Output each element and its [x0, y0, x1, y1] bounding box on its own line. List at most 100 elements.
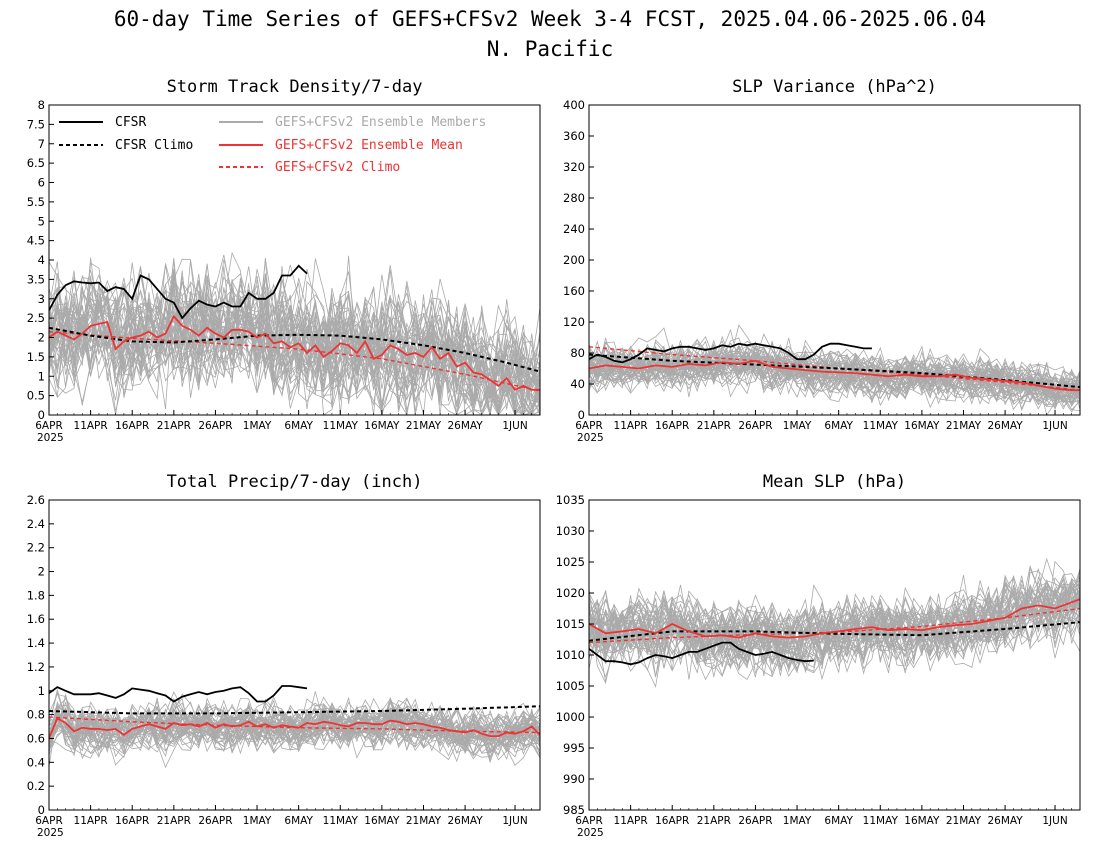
x-tick-label: 6APR: [575, 420, 603, 432]
ensemble-mean-line: [589, 359, 1080, 392]
y-tick-label: 200: [563, 253, 585, 267]
y-tick-label: 995: [563, 741, 585, 755]
x-tick-label: 11APR: [614, 815, 648, 827]
ensemble-member-line: [49, 301, 540, 415]
x-tick-label: 11MAY: [323, 815, 359, 827]
plot-frame: [588, 499, 1081, 811]
y-tick-label: 40: [570, 377, 585, 391]
panel-slp-variance: SLP Variance (hPa^2) 0 40 80 120 160 200 240 280…: [563, 77, 1081, 444]
panel-mean-slp: Mean SLP (hPa) 985 990 995 1000 1005 1010 1015 1…: [556, 472, 1081, 839]
x-tick-label: 26MAY: [988, 420, 1024, 432]
y-tick-label: 6.5: [27, 156, 45, 170]
y-tick-label: 160: [563, 284, 585, 298]
y-tick-label: 120: [563, 315, 585, 329]
y-tick-label: 1010: [556, 648, 585, 662]
ensemble-member-line: [49, 697, 540, 748]
x-tick-label: 11MAY: [323, 420, 359, 432]
panel-title: Storm Track Density/7-day: [167, 77, 423, 97]
x-tick-label: 11MAY: [863, 815, 899, 827]
y-tick-label: 3: [38, 292, 45, 306]
x-tick-label: 21APR: [697, 815, 731, 827]
y-tick-label: 1005: [556, 679, 585, 693]
legend-members-label: GEFS+CFSv2 Ensemble Members: [275, 115, 486, 130]
y-tick-label: 360: [563, 129, 585, 143]
figure-title: 60-day Time Series of GEFS+CFSv2 Week 3-…: [114, 7, 986, 31]
y-tick-label: 0.8: [27, 708, 45, 722]
y-tick-label: 2: [38, 565, 45, 579]
ensemble-member-line: [49, 261, 540, 393]
legend-cfsr-climo-label: CFSR Climo: [115, 138, 193, 153]
x-tick-label: 21APR: [697, 420, 731, 432]
x-tick-label: 6APR: [35, 815, 63, 827]
ensemble-member-line: [49, 717, 540, 769]
y-tick-label: 5.5: [27, 195, 45, 209]
panel-storm-track-density: Storm Track Density/7-day 0 0.5 1 1.5 2 2.5 3 3.…: [27, 77, 541, 444]
y-tick-label: 320: [563, 160, 585, 174]
y-tick-label: 1: [38, 369, 45, 383]
cfsr-line: [589, 641, 814, 666]
x-tick-label: 21MAY: [946, 420, 982, 432]
x-tick-label: 26APR: [198, 815, 232, 827]
gefs-climo-line: [49, 716, 540, 734]
y-tick-label: 1.6: [27, 612, 45, 626]
y-tick-label: 7.5: [27, 117, 45, 131]
ensemble-member-line: [49, 259, 540, 415]
ensemble-mean-line: [589, 598, 1080, 639]
y-tick-label: 7: [38, 137, 45, 151]
x-tick-label: 21MAY: [406, 815, 442, 827]
y-tick-label: 8: [38, 98, 45, 112]
x-tick-label: 26MAY: [448, 420, 484, 432]
y-tick-label: 6: [38, 176, 45, 190]
ensemble-member-line: [49, 299, 540, 415]
ensemble-member-line: [589, 343, 1080, 404]
x-tick-label: 16MAY: [364, 420, 400, 432]
ensemble-members: [49, 689, 540, 769]
x-tick-label: 11APR: [614, 420, 648, 432]
cfsr-line: [49, 264, 308, 320]
x-tick-label: 1JUN: [502, 815, 527, 827]
ensemble-member-line: [589, 346, 1080, 406]
y-tick-label: 0.6: [27, 731, 45, 745]
y-tick-label: 1025: [556, 555, 585, 569]
x-tick-label: 11APR: [74, 420, 108, 432]
ensemble-members: [49, 251, 540, 415]
y-tick-label: 0.4: [27, 755, 45, 769]
y-tick-label: 80: [570, 346, 585, 360]
x-tick-label: 6MAY: [824, 815, 853, 827]
x-year-label: 2025: [577, 432, 604, 444]
legend-ens-mean-label: GEFS+CFSv2 Ensemble Mean: [275, 138, 463, 153]
y-tick-label: 2.4: [27, 517, 45, 531]
x-tick-label: 16MAY: [904, 815, 940, 827]
ensemble-member-line: [49, 275, 540, 415]
x-tick-label: 6MAY: [284, 420, 313, 432]
y-tick-label: 1000: [556, 710, 585, 724]
y-tick-label: 985: [563, 803, 585, 817]
cfsr-climo-line: [49, 326, 540, 373]
x-tick-label: 21MAY: [946, 815, 982, 827]
ensemble-member-line: [589, 578, 1080, 671]
x-tick-label: 26APR: [738, 420, 772, 432]
y-tick-label: 2.5: [27, 311, 45, 325]
ensemble-member-line: [589, 351, 1080, 407]
x-tick-label: 11MAY: [863, 420, 899, 432]
y-tick-label: 4.5: [27, 234, 45, 248]
figure-region: N. Pacific: [487, 37, 613, 61]
panel-title: Mean SLP (hPa): [763, 472, 906, 492]
x-tick-label: 1JUN: [502, 420, 527, 432]
y-tick-label: 990: [563, 772, 585, 786]
x-tick-label: 16APR: [655, 815, 689, 827]
ensemble-member-line: [589, 343, 1080, 408]
x-tick-label: 6MAY: [824, 420, 853, 432]
ensemble-member-line: [49, 709, 540, 755]
ensemble-mean-line: [49, 716, 540, 739]
x-tick-label: 1JUN: [1042, 815, 1067, 827]
x-tick-label: 1MAY: [783, 420, 812, 432]
plot-frame: [48, 499, 541, 811]
y-tick-label: 280: [563, 191, 585, 205]
ensemble-member-line: [589, 595, 1080, 670]
ensemble-member-line: [589, 340, 1080, 393]
y-tick-label: 1: [38, 684, 45, 698]
y-tick-label: 1.4: [27, 636, 45, 650]
x-tick-label: 26APR: [738, 815, 772, 827]
